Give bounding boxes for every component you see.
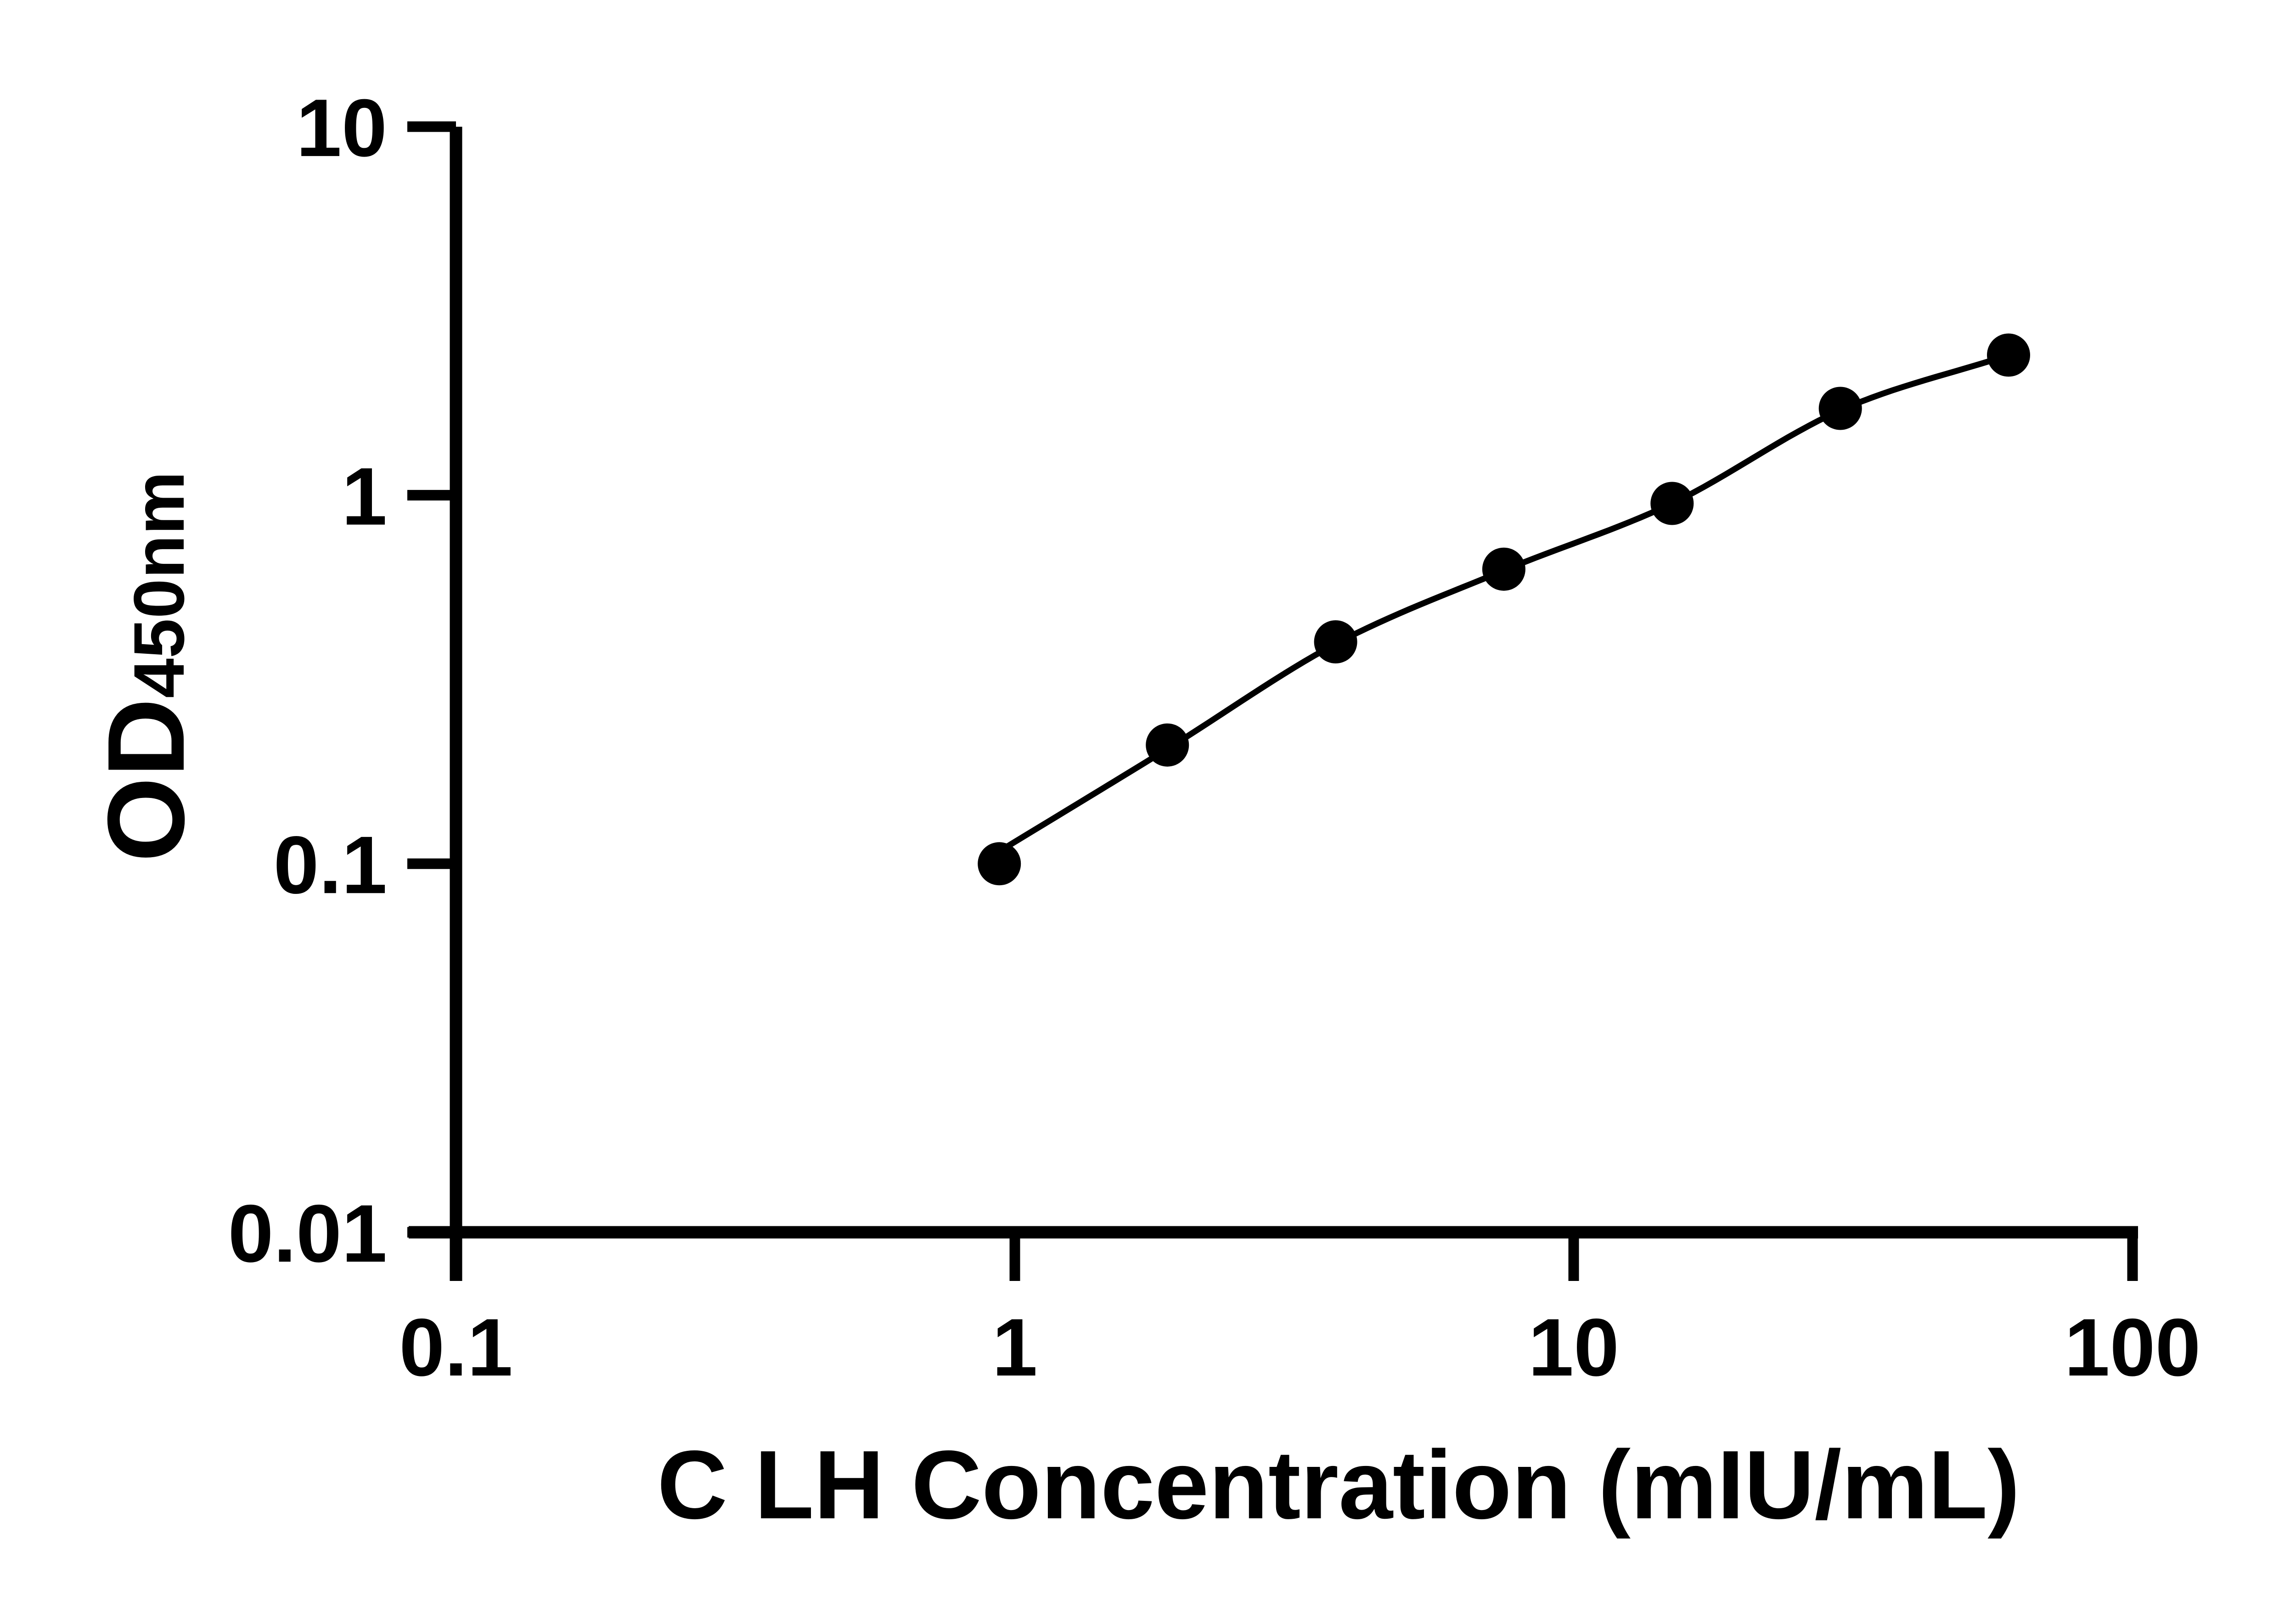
data-point-0.938 xyxy=(978,842,1021,886)
data-point-7.5 xyxy=(1482,547,1525,591)
x-tick-label-0.1: 0.1 xyxy=(399,1302,512,1393)
axes-group xyxy=(409,127,2138,1281)
y-tick-label-1: 1 xyxy=(342,451,387,542)
x-axis-title: C LH Concentration (mIU/mL) xyxy=(657,1430,2020,1539)
y-tick-label-0.1: 0.1 xyxy=(274,819,387,910)
ticks-group xyxy=(407,121,2138,1281)
y-axis-title: OD450nm xyxy=(85,471,207,862)
data-point-3.75 xyxy=(1314,620,1357,663)
data-points-group xyxy=(978,333,2030,886)
y-tick-label-0.01: 0.01 xyxy=(228,1188,387,1279)
data-point-60 xyxy=(1987,333,2030,377)
data-point-1.875 xyxy=(1146,723,1189,767)
y-axis-title-main: OD xyxy=(85,698,207,862)
fit-curve-group xyxy=(986,352,2012,861)
fit-line xyxy=(986,352,2012,861)
data-point-15 xyxy=(1650,482,1694,525)
y-axis-title-sub: 450nm xyxy=(119,471,199,698)
x-tick-label-1: 1 xyxy=(992,1302,1038,1393)
axis-titles-group: C LH Concentration (mIU/mL) OD450nm xyxy=(85,471,2020,1539)
x-tick-label-10: 10 xyxy=(1528,1302,1619,1393)
y-tick-label-10: 10 xyxy=(296,82,387,174)
x-tick-label-100: 100 xyxy=(2065,1302,2201,1393)
data-point-30 xyxy=(1818,387,1862,430)
